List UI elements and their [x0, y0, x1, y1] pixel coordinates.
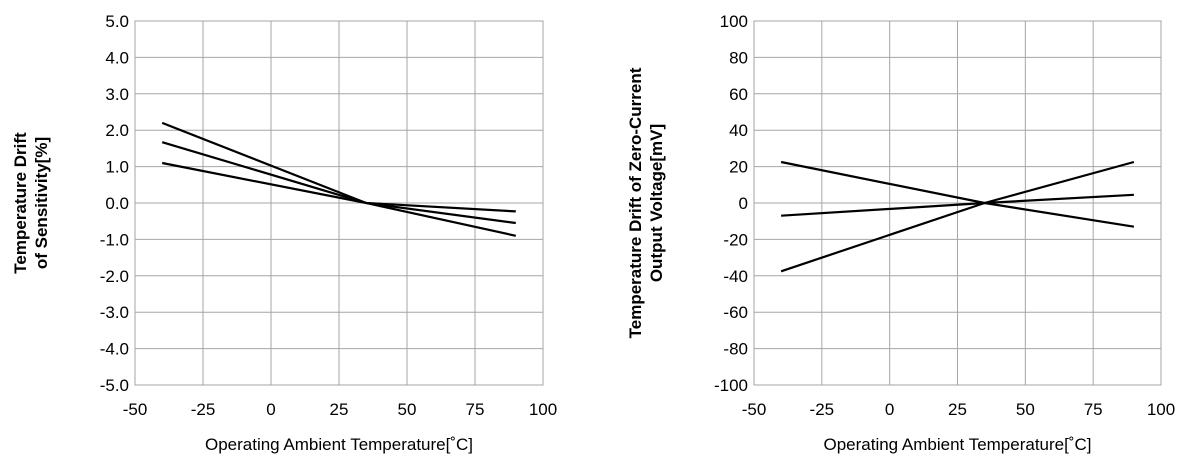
x-tick-label: 0: [885, 400, 894, 419]
y-tick-label: -4.0: [100, 340, 129, 359]
chart-1: -50 -25 0 25 50 75 100 5.0 4.0 3.0 2.0 1.0 0.0 -1.0 -2…: [11, 12, 557, 454]
y-tick-label: 2.0: [105, 121, 129, 140]
y-tick-label: -2.0: [100, 267, 129, 286]
y-tick-label: -1.0: [100, 230, 129, 249]
y-tick-label: -60: [723, 303, 748, 322]
y-tick-label: 1.0: [105, 158, 129, 177]
x-tick-label: 75: [1084, 400, 1103, 419]
y-tick-label: 80: [729, 48, 748, 67]
series-line-3: [780, 160, 1135, 273]
y-tick-label: 4.0: [105, 48, 129, 67]
x-tick-label: 25: [948, 400, 967, 419]
x-tick-label: -50: [742, 400, 767, 419]
x-axis-label: Operating Ambient Temperature[˚C]: [205, 435, 473, 454]
y-axis-label-line: Output Voltage[mV]: [647, 124, 666, 282]
y-axis-label-line: Temperature Drift of Zero-Current: [626, 67, 645, 338]
y-tick-label: -100: [714, 376, 748, 395]
y-tick-label: -20: [723, 230, 748, 249]
y-tick-label: 100: [720, 12, 748, 31]
y-axis-label-line: Temperature Drift: [11, 132, 30, 274]
y-tick-label: 3.0: [105, 85, 129, 104]
y-tick-label: -5.0: [100, 376, 129, 395]
x-tick-label: 75: [466, 400, 485, 419]
x-tick-label: 0: [266, 400, 275, 419]
y-tick-label: 20: [729, 158, 748, 177]
x-tick-label: 50: [1016, 400, 1035, 419]
series-line-3: [161, 161, 516, 213]
x-tick-label: 100: [1147, 400, 1175, 419]
y-tick-label: -3.0: [100, 303, 129, 322]
y-axis-label: Temperature Drift of Sensitivity[%]: [11, 132, 51, 274]
y-axis-label-line: of Sensitivity[%]: [32, 137, 51, 269]
y-axis-label: Temperature Drift of Zero-Current Output …: [626, 67, 666, 338]
x-tick-label: -25: [191, 400, 216, 419]
x-tick-label: 50: [398, 400, 417, 419]
y-tick-label: 0.0: [105, 194, 129, 213]
chart-2: -50 -25 0 25 50 75 100 100 80 60 40 20 0 -20 -40 -60 -80…: [626, 12, 1175, 454]
y-tick-label: 60: [729, 85, 748, 104]
x-tick-label: -25: [810, 400, 835, 419]
y-tick-label: -40: [723, 267, 748, 286]
y-tick-label: 40: [729, 121, 748, 140]
y-tick-label: 0: [739, 194, 748, 213]
x-tick-label: 25: [330, 400, 349, 419]
y-tick-label: 5.0: [105, 12, 129, 31]
y-tick-label: -80: [723, 340, 748, 359]
x-tick-label: -50: [123, 400, 148, 419]
x-tick-label: 100: [529, 400, 557, 419]
x-axis-label: Operating Ambient Temperature[˚C]: [823, 435, 1091, 454]
